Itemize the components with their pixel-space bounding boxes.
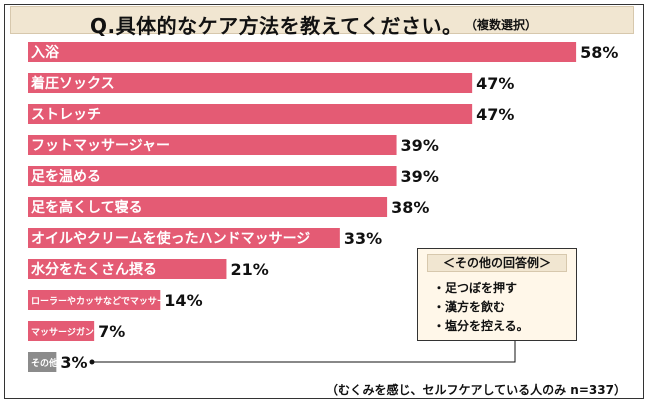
bar-group: フットマッサージャー 39% (28, 135, 439, 155)
bar-value-label: 47% (476, 74, 514, 93)
bar-group: 足を温める 39% (28, 166, 439, 186)
bar-category-label: 足を温める (31, 169, 101, 185)
callout-item: ・塩分を控える。 (433, 319, 529, 333)
bar-group: 着圧ソックス 47% (28, 73, 514, 93)
bar-group: マッサージガン 7% (28, 321, 125, 341)
bar-category-label: フットマッサージャー (31, 138, 170, 154)
callout-title: ＜その他の回答例＞ (427, 254, 567, 272)
bar-value-label: 47% (476, 105, 514, 124)
bar (28, 166, 397, 186)
bar-category-label: 水分をたくさん摂る (31, 261, 157, 278)
footnote: （むくみを感じ、セルフケアしている人のみ n=337） (326, 383, 626, 397)
bar (28, 73, 473, 93)
callout-item: ・漢方を飲む (433, 300, 506, 314)
bar-value-label: 58% (580, 43, 618, 62)
bar-value-label: 7% (98, 322, 125, 341)
bar-category-label: その他 (31, 357, 58, 369)
chart-title: Q.具体的なケア方法を教えてください。 (90, 14, 463, 38)
bar-value-label: 38% (391, 198, 429, 217)
bar-value-label: 21% (230, 260, 268, 279)
bar-category-label: 入浴 (31, 44, 60, 61)
bar-group: 足を高くして寝る 38% (28, 197, 429, 217)
bar (28, 42, 577, 62)
callout-connector-line (92, 341, 516, 363)
chart-subtitle: （複数選択） (465, 18, 538, 32)
bar-category-label: マッサージガン (31, 326, 94, 338)
title-band (10, 6, 634, 34)
bar (28, 352, 57, 372)
bar-group: その他 3% (28, 352, 88, 372)
bar-value-label: 39% (401, 136, 439, 155)
connector-dot (89, 359, 95, 365)
bar-value-label: 14% (164, 291, 202, 310)
bar-category-label: ストレッチ (31, 107, 101, 123)
bar (28, 104, 473, 124)
bar-category-label: ローラーやカッサなどでマッサージ (31, 295, 175, 307)
bar (28, 259, 227, 279)
bar-category-label: 足を高くして寝る (31, 199, 143, 216)
bar-group: ストレッチ 47% (28, 104, 514, 124)
bar-value-label: 39% (401, 167, 439, 186)
callout-item: ・足つぼを押す (433, 281, 518, 295)
bar (28, 228, 340, 248)
bar-category-label: オイルやクリームを使ったハンドマッサージ (31, 230, 310, 247)
bar-value-label: 33% (344, 229, 382, 248)
bar-category-label: 着圧ソックス (30, 75, 115, 92)
other-answers-callout: ＜その他の回答例＞ ・足つぼを押す ・漢方を飲む ・塩分を控える。 (417, 248, 577, 341)
bar-group: 入浴 58% (28, 42, 618, 62)
bar-value-label: 3% (60, 353, 87, 372)
bar (28, 197, 388, 217)
bar-group: 水分をたくさん摂る 21% (28, 259, 269, 279)
bar (28, 290, 161, 310)
bar (28, 321, 95, 341)
bar (28, 135, 397, 155)
bar-group: オイルやクリームを使ったハンドマッサージ 33% (28, 228, 382, 248)
